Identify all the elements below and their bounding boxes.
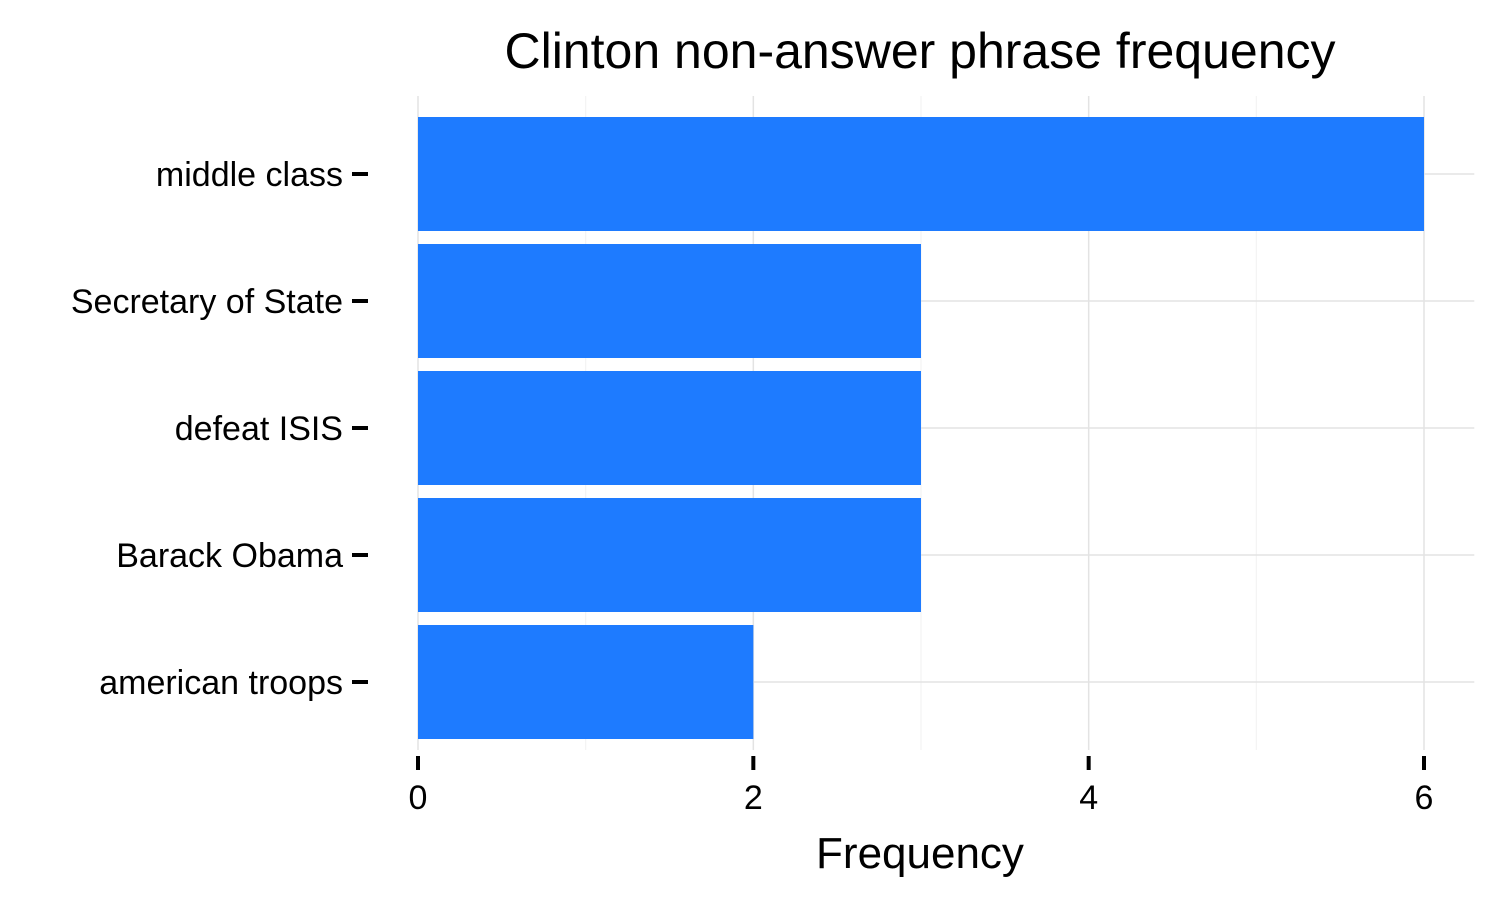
chart-title: Clinton non-answer phrase frequency: [504, 23, 1335, 79]
bars: [418, 117, 1424, 739]
bar: [418, 117, 1424, 231]
category-label: middle class: [156, 156, 343, 194]
category-label: Secretary of State: [71, 283, 343, 321]
x-tick-label: 4: [1079, 779, 1098, 817]
x-tick-label: 2: [744, 779, 763, 817]
category-label: Barack Obama: [116, 537, 343, 575]
x-tick-label: 6: [1415, 779, 1434, 817]
bar: [418, 244, 921, 358]
category-label: american troops: [99, 664, 343, 702]
bar: [418, 371, 921, 485]
x-axis-title: Frequency: [816, 829, 1024, 878]
value-axis: 0 2 4 6: [409, 756, 1434, 817]
bar: [418, 498, 921, 612]
category-axis: middle class Secretary of State defeat ISI…: [71, 156, 368, 702]
bar: [418, 625, 754, 739]
x-tick-label: 0: [409, 779, 428, 817]
category-label: defeat ISIS: [175, 410, 343, 448]
